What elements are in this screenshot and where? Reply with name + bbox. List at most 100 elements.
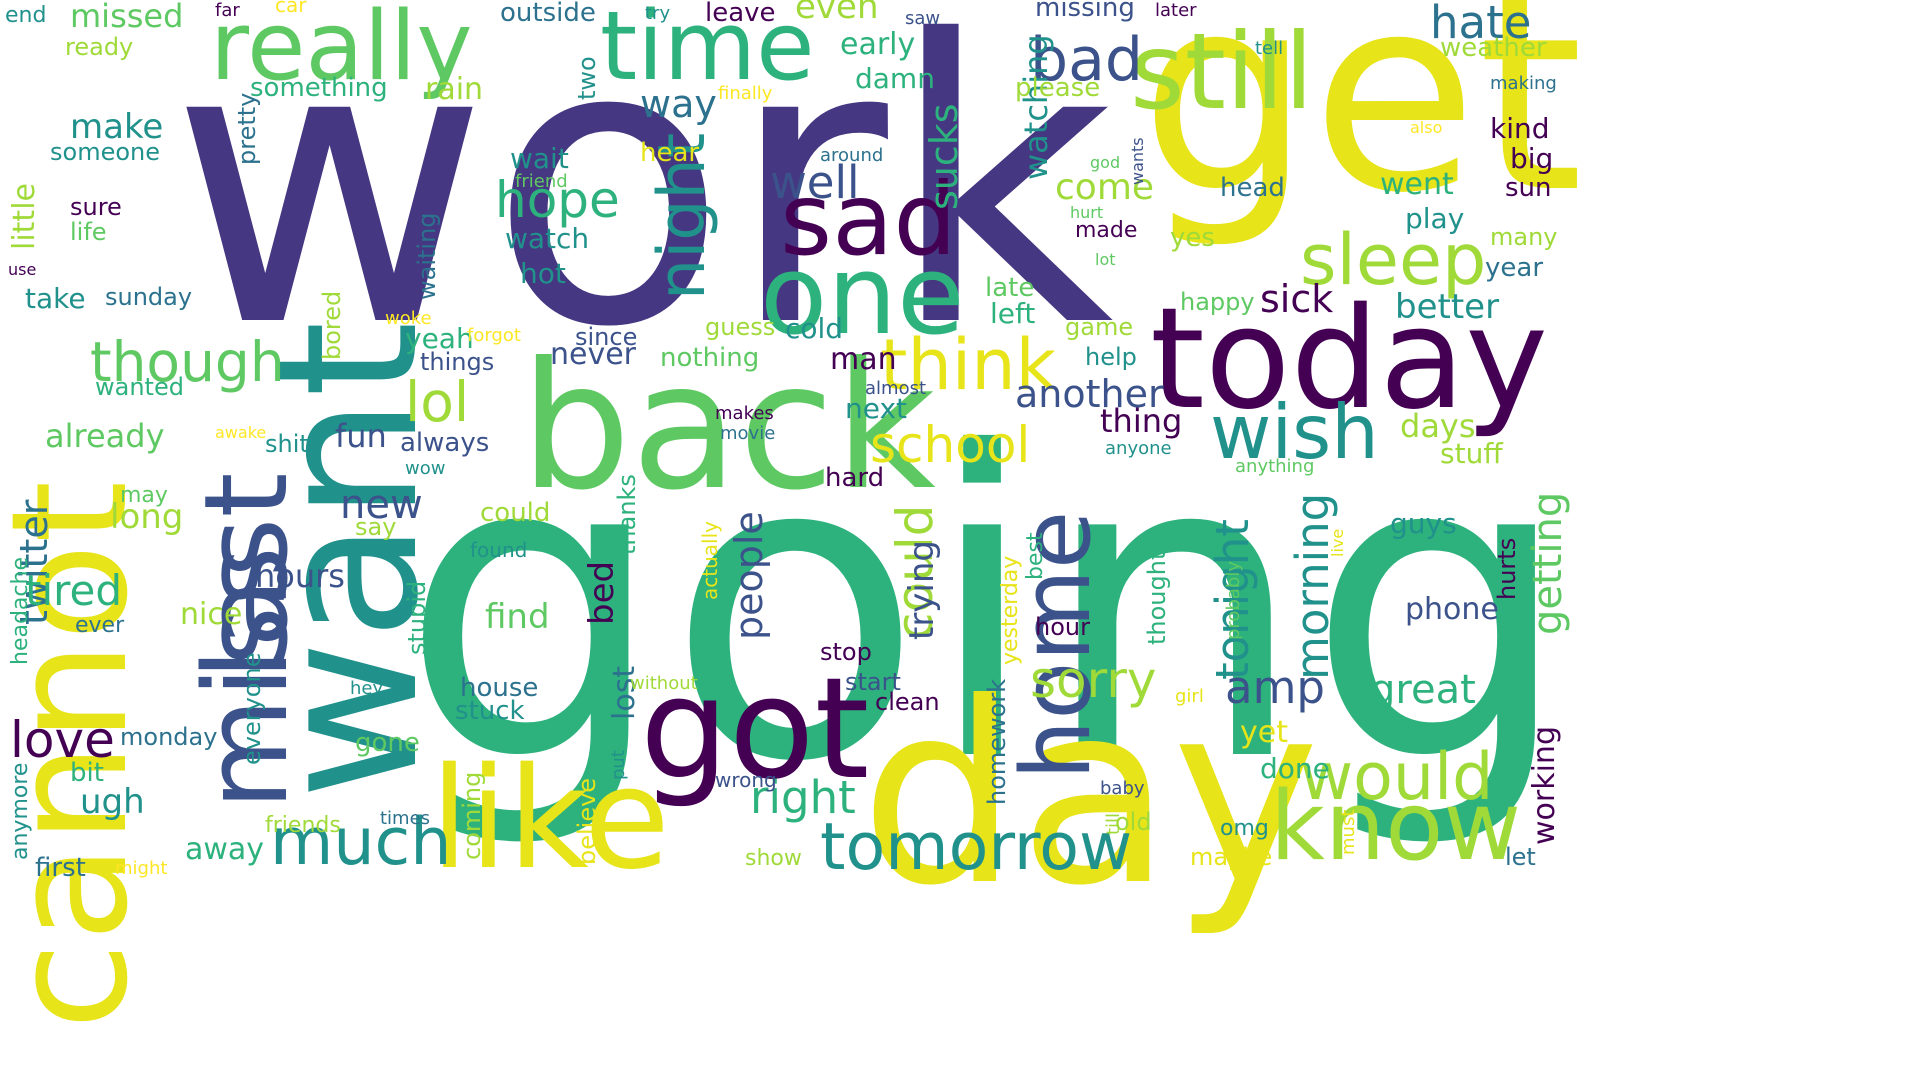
word-hurts: hurts xyxy=(1493,537,1521,600)
word-one: one xyxy=(760,231,965,359)
word-well: well xyxy=(770,156,860,209)
word-fun: fun xyxy=(335,417,387,455)
word-waiting: waiting xyxy=(413,212,441,300)
word-life: life xyxy=(70,218,107,246)
word-lot: lot xyxy=(1095,250,1116,269)
word-someone: someone xyxy=(50,138,160,166)
word-monday: monday xyxy=(120,723,218,751)
word-always: always xyxy=(400,428,490,458)
word-thanks: thanks xyxy=(613,474,641,555)
word-tomorrow: tomorrow xyxy=(820,810,1133,885)
word-guess: guess xyxy=(705,313,776,341)
word-far: far xyxy=(215,0,240,21)
word-went: went xyxy=(1380,167,1454,202)
word-make: make xyxy=(70,107,164,147)
word-done: done xyxy=(1260,752,1330,785)
word-thought: thought xyxy=(1143,550,1171,645)
word-outside: outside xyxy=(500,0,596,28)
word-going: going xyxy=(400,365,1574,854)
word-watching: watching xyxy=(1017,34,1055,180)
word-stuck: stuck xyxy=(455,696,525,726)
word-already: already xyxy=(45,417,165,455)
word-love: love xyxy=(10,711,115,769)
word-ugh: ugh xyxy=(80,782,145,822)
word-something: something xyxy=(250,73,388,103)
word-cold: cold xyxy=(785,312,844,345)
word-thing: thing xyxy=(1100,402,1183,440)
word-may: may xyxy=(120,483,168,508)
word-stuff: stuff xyxy=(1440,437,1503,470)
word-baby: baby xyxy=(1100,778,1145,799)
word-though: though xyxy=(90,330,285,394)
word-old: old xyxy=(1115,808,1152,836)
word-game: game xyxy=(1065,313,1134,341)
word-new: new xyxy=(340,482,423,528)
word-better: better xyxy=(1395,287,1500,327)
word-end: end xyxy=(5,3,47,28)
word-damn: damn xyxy=(855,62,935,95)
word-found: found xyxy=(470,538,528,562)
word-another: another xyxy=(1015,372,1164,416)
word-work: work xyxy=(170,0,1114,412)
word-missing: missing xyxy=(1035,0,1135,23)
word-use: use xyxy=(8,260,37,279)
word-say: say xyxy=(355,513,397,541)
word-everyone: everyone xyxy=(238,652,266,765)
word-also: also xyxy=(1410,118,1443,137)
word-let: let xyxy=(1505,843,1536,871)
word-must: must xyxy=(1338,809,1359,855)
word-sucks: sucks xyxy=(922,103,966,210)
word-take: take xyxy=(25,282,86,315)
word-times: times xyxy=(380,808,431,829)
word-great: great xyxy=(1370,667,1476,713)
word-time: time xyxy=(600,0,815,102)
word-play: play xyxy=(1405,202,1465,235)
word-yet: yet xyxy=(1240,715,1288,750)
word-morning: morning xyxy=(1286,492,1339,680)
word-finally: finally xyxy=(718,83,773,104)
word-wait: wait xyxy=(510,142,569,175)
word-anything: anything xyxy=(1235,456,1315,477)
word-maybe: maybe xyxy=(1190,843,1273,871)
word-like: like xyxy=(430,738,671,901)
word-stop: stop xyxy=(820,638,872,666)
word-nothing: nothing xyxy=(660,343,760,373)
word-sunday: sunday xyxy=(105,283,193,311)
word-please: please xyxy=(1015,73,1101,103)
word-tired: tired xyxy=(25,566,122,615)
word-start: start xyxy=(845,668,901,696)
word-days: days xyxy=(1400,407,1476,445)
word-hour: hour xyxy=(1035,613,1090,641)
word-friend: friend xyxy=(515,171,568,192)
word-hard: hard xyxy=(825,463,885,493)
word-shit: shit xyxy=(265,430,309,458)
word-big: big xyxy=(1510,142,1554,175)
word-woke: woke xyxy=(385,308,432,329)
word-house: house xyxy=(460,673,539,703)
word-hours: hours xyxy=(255,557,345,595)
word-car: car xyxy=(275,0,307,17)
word-stupid: stupid xyxy=(403,580,431,655)
word-working: working xyxy=(1527,726,1562,845)
word-without: without xyxy=(630,673,698,694)
word-omg: omg xyxy=(1220,816,1269,841)
word-sure: sure xyxy=(70,193,122,221)
word-way: way xyxy=(640,82,717,126)
word-show: show xyxy=(745,846,802,871)
word-wow: wow xyxy=(405,458,446,479)
word-school: school xyxy=(870,416,1031,474)
word-even: even xyxy=(795,0,879,27)
word-wish: wish xyxy=(1210,388,1379,476)
word-happy: happy xyxy=(1180,288,1255,316)
word-getting: getting xyxy=(1525,491,1571,635)
word-hear: hear xyxy=(640,138,700,168)
word-would: would xyxy=(1300,740,1494,815)
word-people: people xyxy=(727,511,771,640)
word-movie: movie xyxy=(720,423,776,444)
word-help: help xyxy=(1085,343,1137,371)
word-anymore: anymore xyxy=(8,762,33,860)
word-got: got xyxy=(640,648,870,811)
word-leave: leave xyxy=(705,0,776,28)
word-late: late xyxy=(985,273,1035,303)
word-hate: hate xyxy=(1430,0,1532,49)
